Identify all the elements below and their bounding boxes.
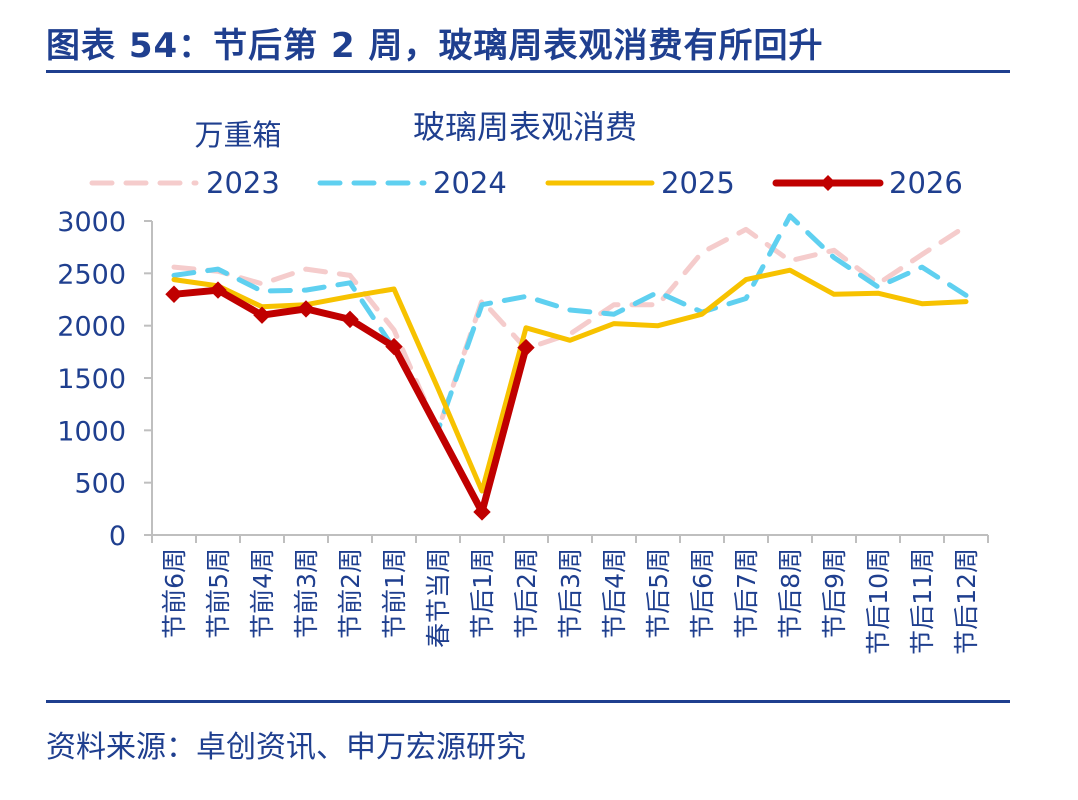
data-point-2026 [385,337,403,356]
y-tick-label: 1000 [57,416,126,447]
x-tick-label: 节后10周 [864,548,893,655]
plot-area [165,213,969,521]
data-point-2026 [209,281,227,299]
data-point-2026 [297,300,315,318]
x-tick-label: 节前2周 [336,548,365,639]
x-tick-label: 节后11周 [908,548,937,655]
line-chart: 玻璃周表观消费 万重箱 2023 2024 2025 2026 0 500 1000 150… [57,108,989,655]
y-tick-label: 2000 [57,312,126,343]
legend-label-2025: 2025 [661,166,735,200]
legend-label-2024: 2024 [433,166,507,200]
y-axis-unit-label: 万重箱 [194,118,281,152]
x-tick-label: 节前3周 [292,548,321,639]
figure-title: 图表 54：节后第 2 周，玻璃周表观消费有所回升 [46,26,824,66]
x-tick-label: 节后1周 [468,548,497,639]
x-tick-label: 节后7周 [732,548,761,639]
data-point-2026 [341,310,359,329]
data-point-2026 [253,306,271,324]
x-tick-label: 节后3周 [556,548,585,639]
y-tick-label: 0 [109,521,126,552]
series-line-2024 [171,213,969,433]
series-line-2025 [171,267,969,494]
data-point-2026 [473,503,491,521]
source-note: 资料来源：卓创资讯、申万宏源研究 [46,730,526,765]
x-tick-label: 节前5周 [204,548,233,639]
x-tick-label: 节后6周 [688,548,717,639]
y-tick-label: 500 [74,469,126,500]
x-tick-label: 节前1周 [380,548,409,639]
axes: 0 500 1000 1500 2000 2500 3000 节前6周 节前5周 节前4周 节前3周… [57,207,989,655]
legend-marker-2026 [820,175,836,191]
x-tick-label: 节后4周 [600,548,629,639]
legend-label-2026: 2026 [889,166,963,200]
title-divider [46,70,1010,73]
x-tick-label: 节前4周 [248,548,277,639]
x-tick-label: 节前6周 [160,548,189,639]
x-tick-label: 节后9周 [820,548,849,639]
x-tick-label: 节后5周 [644,548,673,639]
series-line-2026 [170,286,530,516]
x-tick-label: 节后8周 [776,548,805,639]
legend-label-2023: 2023 [206,166,280,200]
data-point-2026 [517,338,535,357]
x-tick-label: 节后2周 [512,548,541,639]
y-tick-label: 3000 [57,207,126,238]
chart-title: 玻璃周表观消费 [413,108,637,146]
series-line-2023 [171,223,969,433]
data-point-2026 [165,285,183,303]
y-tick-label: 2500 [57,259,126,290]
legend: 2023 2024 2025 2026 [89,166,963,200]
y-tick-label: 1500 [57,364,126,395]
source-divider [46,700,1010,703]
x-tick-label: 春节当周 [424,548,453,648]
x-tick-label: 节后12周 [952,548,981,655]
